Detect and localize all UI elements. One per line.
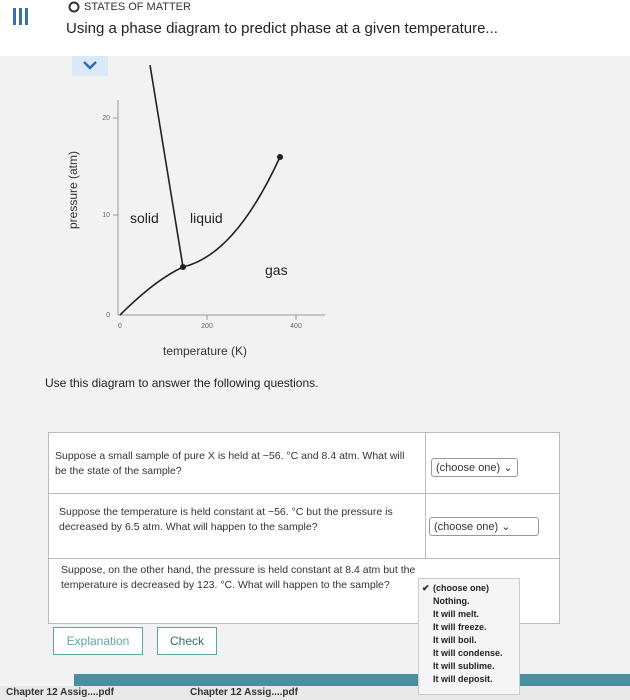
- x-tick-label: 0: [118, 323, 122, 330]
- x-axis-label: temperature (K): [163, 344, 247, 358]
- section-name: STATES OF MATTER: [84, 1, 191, 13]
- status-dot: [68, 1, 80, 13]
- menu-icon[interactable]: [10, 6, 30, 28]
- button-text: Explanation: [66, 634, 130, 648]
- dropdown-option[interactable]: It will melt.: [433, 609, 480, 619]
- download-item[interactable]: Chapter 12 Assig....pdf: [6, 687, 114, 698]
- explanation-button[interactable]: Explanation: [53, 627, 143, 655]
- question-text: Suppose, on the other hand, the pressure…: [61, 564, 416, 591]
- footer-bar: [74, 674, 630, 686]
- header: STATES OF MATTER Using a phase diagram t…: [0, 0, 630, 56]
- button-text: Check: [169, 634, 204, 648]
- phase-diagram: pressure (atm) 0 10 20 0 200 400 solid l…: [66, 64, 325, 358]
- select-text: (choose one): [434, 521, 499, 533]
- dropdown-option[interactable]: Nothing.: [433, 596, 470, 606]
- region-label: solid: [130, 210, 159, 226]
- collapse-button[interactable]: [72, 56, 108, 76]
- dropdown-options: (choose one) Nothing. It will melt. It will…: [433, 582, 503, 686]
- answer-select[interactable]: (choose one) ⌄: [429, 517, 539, 536]
- download-bar: Chapter 12 Assig....pdf Chapter 12 Assig…: [0, 686, 630, 700]
- dropdown-option[interactable]: It will deposit.: [433, 674, 493, 684]
- dropdown-option[interactable]: (choose one): [433, 583, 490, 593]
- y-tick-label: 10: [102, 212, 110, 219]
- download-item[interactable]: Chapter 12 Assig....pdf: [190, 687, 298, 698]
- dropdown-check: ✔: [422, 583, 430, 593]
- x-tick-label: 200: [201, 323, 213, 330]
- dropdown-option[interactable]: It will condense.: [433, 648, 503, 658]
- region-label: gas: [265, 262, 288, 278]
- y-axis-label: pressure (atm): [66, 151, 80, 229]
- region-label: liquid: [190, 210, 223, 226]
- x-tick-label: 400: [290, 323, 302, 330]
- question-text: Suppose a small sample of pure X is held…: [55, 450, 405, 477]
- dropdown-option[interactable]: It will freeze.: [433, 622, 487, 632]
- question-text: Suppose the temperature is held constant…: [59, 506, 393, 533]
- page-title: Using a phase diagram to predict phase a…: [66, 20, 498, 37]
- dropdown-option[interactable]: It will sublime.: [433, 661, 495, 671]
- y-tick-label: 20: [102, 115, 110, 122]
- instruction: Use this diagram to answer the following…: [45, 376, 319, 390]
- y-tick-label: 0: [106, 312, 110, 319]
- check-button[interactable]: Check: [157, 627, 217, 655]
- dropdown-option[interactable]: It will boil.: [433, 635, 477, 645]
- select-text: (choose one): [436, 462, 501, 474]
- dropdown-menu: ✔ (choose one) Nothing. It will melt. It wi…: [418, 578, 520, 695]
- answer-select[interactable]: (choose one) ⌄: [431, 458, 518, 477]
